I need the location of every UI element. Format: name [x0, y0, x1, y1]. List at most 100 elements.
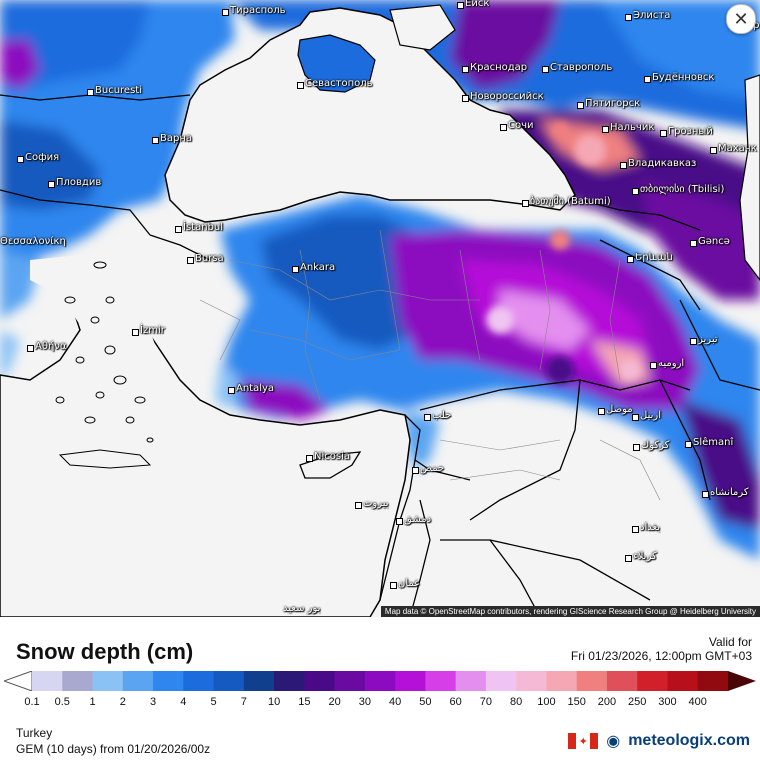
scale-tick-label: 200 [597, 696, 617, 708]
scale-tick-label: 60 [449, 696, 462, 708]
scale-tick-label: 40 [389, 696, 402, 708]
city-label[interactable]: Севастополь [305, 78, 373, 89]
city-marker [620, 162, 627, 169]
city-label[interactable]: كربلاء [633, 551, 657, 562]
color-scale-bar [4, 671, 756, 691]
map-attribution[interactable]: Map data © OpenStreetMap contributors, r… [380, 606, 760, 617]
city-label[interactable]: Грозный [668, 126, 713, 137]
city-label[interactable]: Нальчик [610, 122, 655, 133]
city-label[interactable]: تبریز [698, 334, 718, 345]
scale-swatch [122, 671, 154, 691]
city-marker [132, 329, 139, 336]
city-label[interactable]: بغداد [640, 522, 661, 533]
city-label[interactable]: Αθήνα [35, 341, 67, 352]
city-marker [297, 82, 304, 89]
scale-swatch [546, 671, 578, 691]
city-label[interactable]: دمشق [404, 514, 432, 525]
city-label[interactable]: Nicosia [314, 451, 350, 462]
city-label[interactable]: Краснодар [470, 62, 528, 73]
city-label[interactable]: Երևան [635, 252, 673, 263]
scale-swatch [485, 671, 517, 691]
city-label[interactable]: كرمانشاه [710, 487, 749, 498]
brand-logo[interactable]: ✦ ◉ meteologix.com [568, 731, 750, 751]
scale-tick-label: 70 [479, 696, 493, 708]
city-label[interactable]: Bursa [195, 253, 224, 264]
city-label[interactable]: اربيل [640, 410, 661, 421]
city-marker [690, 240, 697, 247]
scale-tick-label: 250 [628, 696, 647, 708]
city-label[interactable]: İstanbul [183, 222, 224, 233]
city-label[interactable]: Еиск [465, 0, 490, 9]
city-label[interactable]: Θεσσαλονίκη [0, 236, 66, 247]
black-sea [164, 7, 576, 223]
city-marker [152, 137, 159, 144]
city-marker [27, 345, 34, 352]
legend-title: Snow depth (cm) [16, 639, 194, 664]
scale-tick-label: 300 [658, 696, 677, 708]
city-label[interactable]: Ставрополь [550, 62, 613, 73]
scale-swatch [637, 671, 668, 691]
city-label[interactable]: عمان [398, 578, 421, 589]
city-label[interactable]: Пятигорск [585, 98, 641, 109]
scale-tick-label: 1 [89, 696, 96, 708]
city-label[interactable]: София [25, 152, 60, 163]
scale-swatch [183, 671, 215, 691]
scale-tick-label: 400 [688, 696, 707, 708]
cyprus [299, 451, 362, 479]
caspian-sea [739, 74, 760, 281]
city-label[interactable]: ارومیه [658, 358, 685, 369]
scale-swatch [62, 671, 94, 691]
city-marker [710, 147, 717, 154]
city-label[interactable]: موصل [606, 404, 633, 415]
scale-tick-label: 0.5 [54, 696, 70, 708]
close-button[interactable]: ✕ [726, 4, 756, 34]
city-marker [87, 89, 94, 96]
city-marker [500, 124, 507, 131]
city-marker [355, 502, 362, 509]
city-label[interactable]: Владикавказ [628, 158, 697, 169]
city-label[interactable]: حمص [420, 463, 445, 474]
city-marker [577, 102, 584, 109]
city-marker [187, 257, 194, 264]
city-marker [424, 414, 431, 421]
city-label[interactable]: كركوك [641, 440, 670, 451]
city-marker [632, 188, 639, 195]
city-marker [632, 414, 639, 421]
city-label[interactable]: Slêmanî [693, 437, 734, 448]
city-label[interactable]: Новороссийск [470, 91, 544, 102]
scale-swatch [606, 671, 638, 691]
aegean-sea [30, 255, 160, 360]
city-marker [306, 455, 313, 462]
city-label[interactable]: Bucuresti [95, 85, 142, 96]
city-marker [396, 518, 403, 525]
city-label[interactable]: Сочи [508, 120, 534, 131]
city-label[interactable]: Тирасполь [230, 5, 286, 16]
city-marker [625, 555, 632, 562]
city-marker [462, 95, 469, 102]
city-label[interactable]: Элиста [633, 10, 671, 21]
snow-depth-map[interactable]: Тирасполь Еиск Элиста Астр Bucuresti Сев… [0, 0, 760, 617]
city-label[interactable]: Махачк [718, 143, 757, 154]
city-label[interactable]: თბილისი (Tbilisi) [640, 184, 725, 195]
city-label[interactable]: Antalya [236, 383, 275, 394]
scale-swatch [153, 671, 184, 691]
scale-swatch [274, 671, 305, 691]
city-label[interactable]: ბათუმი (Batumi) [530, 196, 611, 207]
aegean-islands [55, 261, 154, 469]
scale-tick-label: 10 [267, 696, 281, 708]
city-label[interactable]: Варна [160, 133, 193, 144]
city-label[interactable]: بيروت [363, 498, 389, 509]
city-label[interactable]: Будённовск [652, 72, 715, 83]
scale-swatch [243, 671, 275, 691]
color-scale-labels: 0.1 0.5 1 2 3 4 5 7 10 15 20 30 40 50 60 70 80 100 150 200 2… [0, 696, 760, 710]
scale-swatch [92, 671, 124, 691]
city-label[interactable]: Ankara [300, 262, 336, 273]
city-label[interactable]: İzmir [140, 325, 165, 336]
scale-tick-label: 50 [419, 696, 432, 708]
city-label[interactable]: حلب [432, 410, 452, 421]
city-marker [690, 338, 697, 345]
city-label[interactable]: Пловдив [56, 177, 102, 188]
city-marker [175, 226, 182, 233]
city-label[interactable]: بور سعيد [283, 603, 321, 614]
city-label[interactable]: Gəncə [698, 236, 730, 247]
